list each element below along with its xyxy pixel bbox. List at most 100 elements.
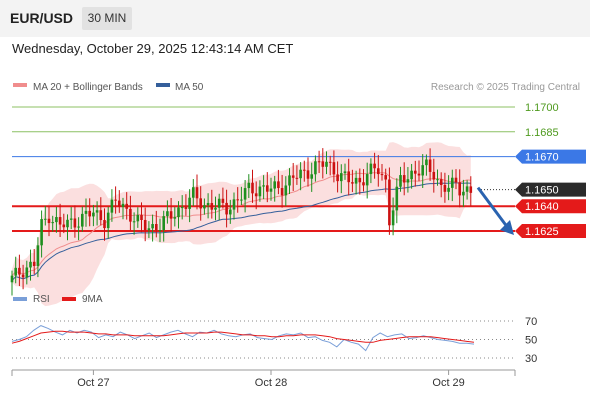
candle-body bbox=[225, 202, 228, 215]
candle bbox=[114, 186, 117, 214]
candle-body bbox=[395, 186, 399, 211]
candle bbox=[447, 175, 450, 201]
level-tag-1.1625 bbox=[515, 224, 586, 238]
candle bbox=[25, 260, 29, 285]
candle-body bbox=[336, 174, 339, 182]
candle bbox=[188, 189, 191, 223]
candle-body bbox=[136, 214, 140, 222]
legend-rsi: RSI bbox=[33, 294, 50, 305]
candle bbox=[406, 167, 410, 193]
candle-body bbox=[151, 224, 154, 229]
candle-body bbox=[199, 198, 202, 209]
candle-body bbox=[358, 177, 362, 183]
candle bbox=[402, 162, 406, 196]
candle bbox=[95, 201, 99, 226]
attribution: Research © 2025 Trading Central bbox=[431, 82, 580, 93]
candle-body bbox=[277, 181, 280, 189]
candlesticks bbox=[10, 148, 473, 296]
candle bbox=[351, 169, 354, 193]
candle-body bbox=[14, 267, 17, 276]
candle bbox=[425, 154, 428, 176]
candle bbox=[132, 212, 136, 235]
candle bbox=[303, 160, 306, 182]
candle-body bbox=[380, 174, 384, 176]
candle bbox=[18, 254, 21, 287]
candle-body bbox=[362, 182, 365, 186]
candle bbox=[373, 152, 376, 179]
candle-body bbox=[388, 179, 391, 226]
candle bbox=[325, 151, 328, 175]
candle-body bbox=[243, 188, 247, 200]
candle-body bbox=[206, 202, 210, 206]
candle bbox=[136, 207, 140, 228]
candle-body bbox=[158, 230, 162, 232]
candle bbox=[166, 200, 169, 224]
candle-body bbox=[317, 161, 321, 163]
candle bbox=[388, 167, 391, 235]
candle bbox=[92, 204, 95, 227]
candle bbox=[280, 174, 284, 208]
candle bbox=[158, 218, 162, 242]
candle bbox=[340, 164, 343, 194]
candle bbox=[118, 190, 121, 213]
candle-body bbox=[402, 175, 406, 183]
level-tag-1.1640 bbox=[515, 199, 586, 214]
datetime-label: Wednesday, October 29, 2025 12:43:14 AM … bbox=[12, 41, 294, 56]
candle-body bbox=[321, 161, 325, 167]
rsi-tick-label: 50 bbox=[525, 335, 537, 347]
candle-body bbox=[44, 218, 47, 220]
candle-body bbox=[240, 199, 243, 201]
candle-body bbox=[340, 173, 343, 182]
candle bbox=[240, 186, 243, 206]
candle bbox=[44, 205, 47, 226]
candle bbox=[317, 150, 321, 174]
timeframe-button[interactable]: 30 MIN bbox=[82, 7, 132, 30]
candle-body bbox=[343, 171, 347, 174]
legend-ma50: MA 50 bbox=[175, 82, 204, 93]
candle-body bbox=[121, 203, 125, 207]
candle-body bbox=[95, 210, 99, 213]
candle bbox=[55, 206, 58, 233]
candle bbox=[391, 197, 395, 236]
candle bbox=[106, 206, 110, 239]
candle-body bbox=[229, 209, 232, 215]
ma50-line bbox=[11, 182, 471, 281]
candle bbox=[203, 198, 206, 215]
candle bbox=[169, 198, 173, 232]
candle bbox=[232, 192, 236, 220]
candle-body bbox=[29, 261, 32, 268]
candle-body bbox=[210, 202, 214, 210]
level-label-1.1650: 1.1650 bbox=[525, 185, 559, 197]
candle bbox=[436, 169, 439, 186]
candle bbox=[365, 162, 369, 199]
legend-swatch-9ma bbox=[62, 297, 76, 301]
candle-body bbox=[306, 170, 310, 179]
candle-body bbox=[303, 169, 306, 171]
candle-body bbox=[458, 182, 461, 196]
candle-body bbox=[110, 199, 114, 213]
candle-body bbox=[436, 179, 439, 181]
candle-body bbox=[262, 185, 265, 187]
candle bbox=[347, 158, 350, 196]
candle bbox=[288, 168, 291, 194]
candle bbox=[295, 165, 299, 185]
candle bbox=[88, 198, 91, 227]
candle bbox=[462, 179, 465, 207]
candle bbox=[151, 214, 154, 242]
main-legend: MA 20 + Bollinger Bands MA 50 bbox=[13, 82, 204, 93]
candle bbox=[258, 180, 262, 202]
candle-body bbox=[236, 199, 239, 201]
candle-body bbox=[169, 211, 173, 219]
level-label-1.1670: 1.1670 bbox=[525, 152, 559, 164]
candle bbox=[51, 215, 54, 232]
candle-body bbox=[118, 200, 121, 207]
candle-body bbox=[369, 163, 373, 175]
candle bbox=[173, 207, 177, 227]
candle bbox=[362, 169, 365, 192]
candle-body bbox=[428, 159, 432, 172]
candle-body bbox=[443, 185, 447, 192]
candle-body bbox=[188, 197, 191, 209]
candle bbox=[369, 158, 373, 184]
candle-body bbox=[425, 159, 428, 166]
